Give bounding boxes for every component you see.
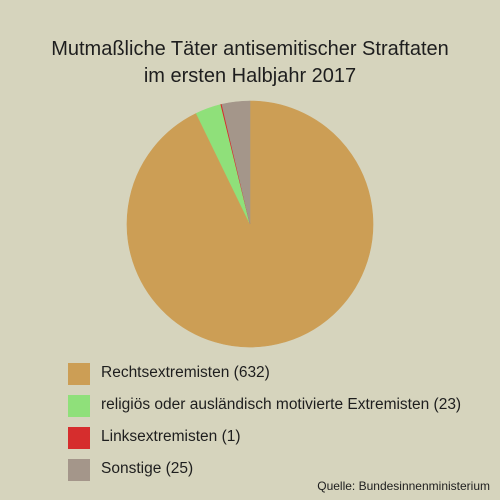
legend-swatch <box>68 427 90 449</box>
legend-label: Rechtsextremisten (632) <box>101 364 270 381</box>
chart-title-line-1: Mutmaßliche Täter antisemitischer Straft… <box>51 38 449 60</box>
source-note: Quelle: Bundesinnenministerium <box>317 479 490 493</box>
legend-label: religiös oder ausländisch motivierte Ext… <box>101 396 462 413</box>
legend-swatch <box>68 363 90 385</box>
legend-label: Sonstige (25) <box>101 460 194 477</box>
legend-swatch <box>68 459 90 481</box>
legend-swatch <box>68 395 90 417</box>
chart-title-line-2: im ersten Halbjahr 2017 <box>143 65 357 87</box>
pie-slice-3 <box>221 100 251 225</box>
chart-title: Mutmaßliche Täter antisemitischer Straft… <box>0 36 500 90</box>
legend-label: Linksextremisten (1) <box>101 428 241 445</box>
